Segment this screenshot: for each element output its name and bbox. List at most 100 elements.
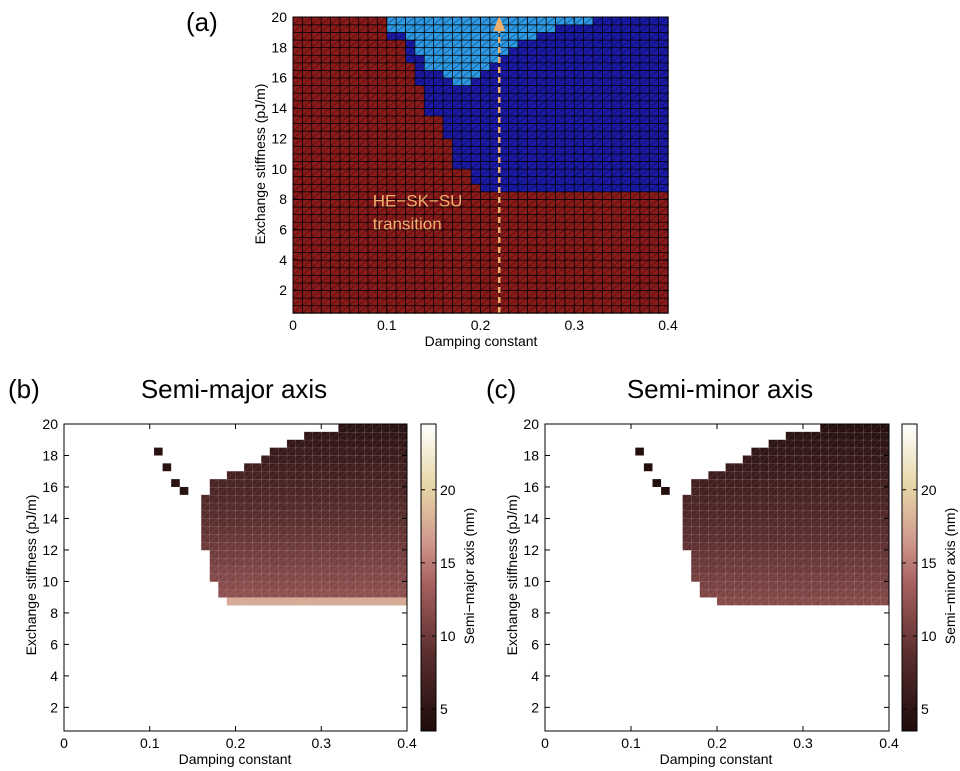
cell-diagonal <box>545 54 556 63</box>
cell-diagonal <box>845 494 855 503</box>
cell-diagonal <box>845 549 855 558</box>
cell-diagonal <box>602 221 612 230</box>
size-cell <box>235 518 245 527</box>
cell-diagonal <box>398 526 408 535</box>
cell-diagonal <box>620 282 631 291</box>
cell-diagonal <box>329 502 339 511</box>
size-cell <box>338 431 348 441</box>
cell-diagonal <box>363 510 373 519</box>
size-cell <box>218 534 228 543</box>
cell-diagonal <box>433 39 444 48</box>
cell-diagonal <box>545 145 556 154</box>
size-cell <box>871 486 881 496</box>
cell-diagonal <box>433 24 444 33</box>
cell-diagonal <box>611 191 622 200</box>
cell-diagonal <box>349 115 359 124</box>
size-cell <box>828 510 838 519</box>
cell-diagonal <box>302 252 312 261</box>
cell-diagonal <box>218 486 228 495</box>
size-cell <box>252 581 262 590</box>
cell-diagonal <box>311 191 322 200</box>
size-cell <box>235 502 245 512</box>
cell-diagonal <box>583 244 594 253</box>
cell-diagonal <box>611 289 622 299</box>
cell-diagonal <box>649 229 659 238</box>
size-cell <box>725 502 735 512</box>
size-cell <box>716 502 727 512</box>
cell-diagonal <box>377 69 387 78</box>
cell-diagonal <box>508 69 519 78</box>
size-cell <box>828 471 838 480</box>
cell-diagonal <box>386 176 397 185</box>
cell-diagonal <box>837 549 847 558</box>
cell-diagonal <box>691 573 700 582</box>
cell-diagonal <box>574 168 584 177</box>
cell-diagonal <box>377 274 387 283</box>
size-cell <box>312 518 322 527</box>
size-cell <box>880 478 890 488</box>
cell-diagonal <box>398 494 408 503</box>
cell-diagonal <box>742 597 752 606</box>
size-cell <box>329 486 339 496</box>
cell-diagonal <box>372 463 382 472</box>
size-cell <box>751 549 761 559</box>
y-tick-label: 4 <box>279 252 287 268</box>
cell-diagonal <box>339 252 350 261</box>
cell-diagonal <box>716 573 726 582</box>
cell-diagonal <box>871 486 881 495</box>
cell-diagonal <box>470 54 481 63</box>
cell-diagonal <box>480 153 491 162</box>
cell-diagonal <box>574 24 584 33</box>
cell-diagonal <box>742 549 752 558</box>
cell-diagonal <box>489 123 500 132</box>
size-cell <box>303 565 314 575</box>
cell-diagonal <box>777 471 786 480</box>
size-cell <box>295 494 305 504</box>
cell-diagonal <box>330 244 341 253</box>
cell-diagonal <box>358 145 369 154</box>
cell-diagonal <box>303 431 313 440</box>
size-cell <box>389 431 399 441</box>
cell-diagonal <box>355 526 365 535</box>
cell-diagonal <box>303 494 313 503</box>
cell-diagonal <box>395 289 406 299</box>
size-cell <box>751 486 761 496</box>
cell-diagonal <box>470 85 481 94</box>
size-cell <box>329 510 339 519</box>
size-cell <box>854 565 864 575</box>
cell-diagonal <box>871 589 881 598</box>
size-cell <box>802 541 813 551</box>
cell-diagonal <box>330 115 341 124</box>
cell-diagonal <box>377 39 387 48</box>
size-cell <box>699 478 709 488</box>
cell-diagonal <box>295 534 305 543</box>
cell-diagonal <box>508 305 519 314</box>
cell-diagonal <box>785 526 795 535</box>
size-cell <box>321 486 331 496</box>
size-cell <box>837 541 847 551</box>
size-cell <box>837 494 847 504</box>
cell-diagonal <box>620 92 631 101</box>
size-cell <box>854 494 864 504</box>
cell-diagonal <box>252 565 262 574</box>
cell-diagonal <box>527 274 537 283</box>
cell-diagonal <box>405 130 416 139</box>
cell-diagonal <box>367 191 378 200</box>
cell-diagonal <box>592 274 603 283</box>
size-cell <box>837 589 847 598</box>
size-cell <box>734 565 744 575</box>
cell-diagonal <box>330 138 341 147</box>
cell-diagonal <box>442 274 453 283</box>
cell-diagonal <box>837 573 847 582</box>
cell-diagonal <box>452 39 462 48</box>
cell-diagonal <box>837 581 847 590</box>
cell-diagonal <box>564 16 575 25</box>
cell-diagonal <box>658 54 669 63</box>
size-cell <box>261 596 271 606</box>
size-cell <box>269 455 279 464</box>
cell-diagonal <box>367 24 378 33</box>
size-cell <box>854 471 864 480</box>
cell-diagonal <box>794 494 804 503</box>
cell-diagonal <box>828 589 838 598</box>
